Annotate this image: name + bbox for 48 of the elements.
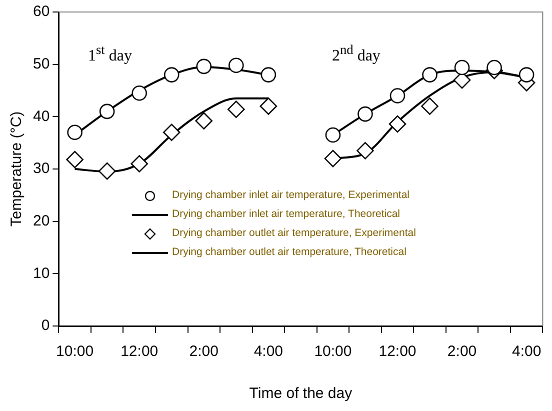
point	[164, 67, 180, 82]
point	[422, 67, 438, 82]
point	[99, 104, 115, 120]
point	[130, 155, 148, 172]
point	[390, 88, 406, 104]
legend-label: Drying chamber inlet air temperature, Experimental	[172, 188, 410, 203]
point	[260, 98, 278, 115]
x-tick-label: 2:00	[189, 343, 218, 360]
x-tick-label: 10:00	[56, 343, 94, 360]
point	[325, 127, 341, 143]
point	[324, 150, 342, 168]
x-tick-label: 2:00	[447, 343, 477, 360]
y-tick-label: 30	[32, 160, 50, 178]
x-tick-label: 4:00	[254, 343, 284, 360]
point	[228, 100, 245, 118]
annotation: 1$^{st}$ day	[88, 42, 132, 66]
y-axis-title: Temperature (°C)	[8, 111, 26, 227]
y-tick-label: 60	[32, 3, 50, 20]
point	[98, 162, 116, 180]
point	[195, 112, 213, 130]
x-tick-label: 12:00	[378, 343, 416, 360]
point	[228, 58, 244, 74]
legend-label: Drying chamber outlet air temperature, Theoretical	[172, 245, 406, 260]
x-tick-label: 4:00	[512, 343, 542, 360]
y-tick-label: 50	[32, 55, 50, 72]
x-tick-label: 10:00	[314, 343, 352, 360]
point	[388, 115, 406, 133]
point	[260, 67, 276, 82]
y-tick-label: 10	[32, 264, 50, 282]
point	[196, 58, 212, 74]
y-tick-label: 20	[32, 212, 50, 230]
x-axis-title: Time of the day	[249, 385, 353, 402]
point	[358, 106, 373, 122]
point	[421, 98, 438, 115]
point	[518, 67, 534, 82]
legend-label: Drying chamber outlet air temperature, Experimental	[172, 226, 416, 241]
point	[66, 150, 84, 168]
legend-label: Drying chamber inlet air temperature, Theoretical	[172, 207, 400, 222]
point	[67, 124, 82, 140]
annotation: 2$^{nd}$ day	[332, 42, 380, 66]
x-tick-label: 12:00	[120, 343, 158, 360]
point	[486, 60, 502, 76]
y-tick-label: 0	[41, 317, 50, 334]
point	[132, 85, 148, 101]
point	[356, 142, 374, 160]
point	[454, 60, 470, 76]
y-tick-label: 40	[32, 108, 50, 125]
point	[162, 124, 180, 142]
